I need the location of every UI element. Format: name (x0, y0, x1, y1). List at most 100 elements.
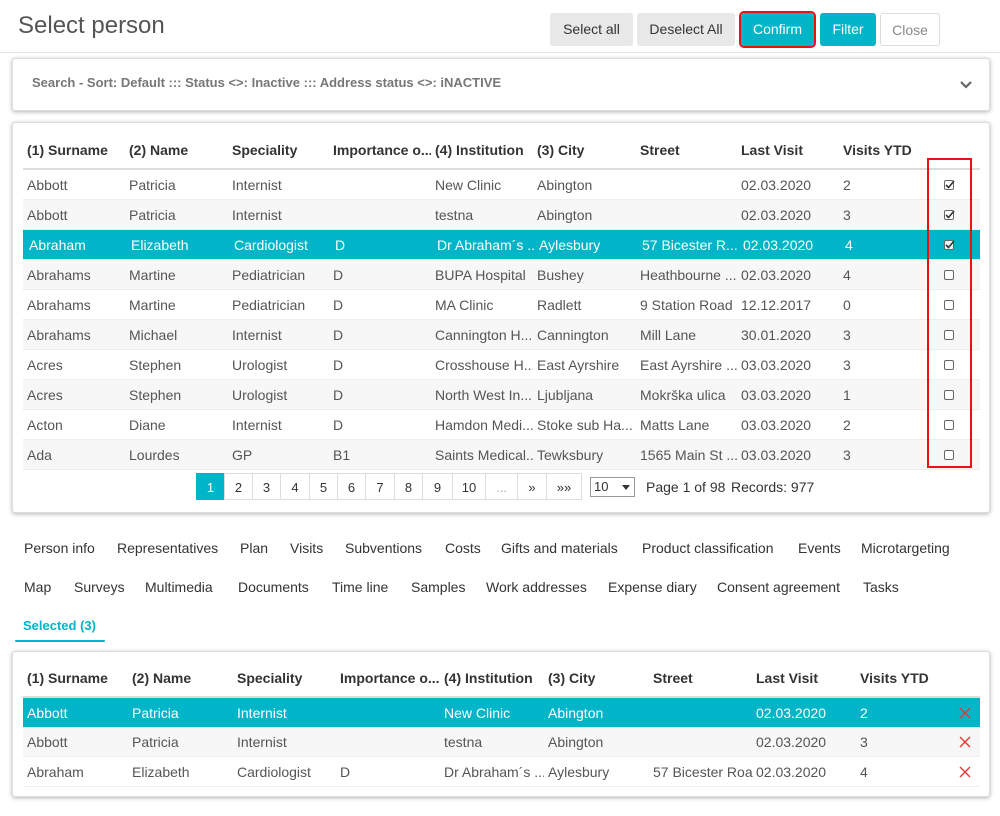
cell: Elizabeth (131, 237, 189, 253)
column-header[interactable]: Visits YTD (860, 670, 929, 686)
column-header[interactable]: (3) City (548, 670, 596, 686)
page-button[interactable]: 5 (309, 473, 338, 500)
cell: Pediatrician (232, 267, 306, 283)
column-header[interactable]: (2) Name (129, 142, 189, 158)
tab[interactable]: Microtargeting (861, 540, 950, 556)
button[interactable]: Deselect All (637, 13, 735, 46)
column-header[interactable]: (4) Institution (444, 670, 533, 686)
tab[interactable]: Time line (332, 579, 389, 595)
checkbox[interactable] (943, 419, 955, 431)
tab[interactable]: Representatives (117, 540, 219, 556)
checkbox[interactable] (943, 209, 955, 221)
column-header[interactable]: Street (653, 670, 693, 686)
cell: Mokrška ulica (640, 387, 726, 403)
page-button[interactable]: 2 (224, 473, 253, 500)
cell: Saints Medical... (435, 447, 533, 463)
checkbox[interactable] (943, 299, 955, 311)
table-row[interactable]: Abraham Elizabeth Cardiologist D Dr Abraham´… (23, 757, 980, 787)
table-row[interactable]: Abbott Patricia Internist New Clinic Abingto… (23, 698, 980, 728)
page-button[interactable]: 7 (365, 473, 395, 500)
table-row[interactable]: Abbott Patricia Internist New Clinic Abingto… (23, 170, 980, 200)
page-button[interactable]: 6 (337, 473, 366, 500)
table-row[interactable]: Abrahams Martine Pediatrician D BUPA Hospita… (23, 260, 980, 290)
tab[interactable]: Visits (290, 540, 324, 556)
table-row[interactable]: Abraham Elizabeth Cardiologist D Dr Abraham´… (23, 230, 980, 260)
dropdown-arrow[interactable] (620, 481, 632, 493)
cell: 57 Bicester Road (653, 763, 753, 780)
page-button[interactable]: 9 (422, 473, 453, 500)
tab[interactable]: Surveys (74, 579, 125, 595)
tab[interactable]: Product classification (642, 540, 774, 556)
column-header[interactable]: Street (640, 142, 680, 158)
column-header[interactable]: Last Visit (756, 670, 818, 686)
tab[interactable]: Map (24, 579, 52, 595)
page-size-select[interactable]: 10 (590, 477, 635, 497)
checkbox[interactable] (943, 179, 955, 191)
page-button[interactable]: 4 (280, 473, 310, 500)
tab[interactable]: Subventions (345, 540, 423, 556)
table-row[interactable]: Acton Diane Internist D Hamdon Medi... Stoke … (23, 410, 980, 440)
table-row[interactable]: Abbott Patricia Internist testna Abington 02.… (23, 200, 980, 230)
tab[interactable]: Samples (411, 579, 466, 595)
page-button[interactable]: 3 (252, 473, 281, 500)
tab[interactable]: Plan (240, 540, 269, 556)
tab-active[interactable]: Selected (3) (23, 618, 96, 633)
column-header[interactable]: (1) Surname (27, 670, 108, 686)
column-header[interactable]: (4) Institution (435, 142, 524, 158)
cell: Internist (232, 327, 282, 343)
tab[interactable]: Work addresses (486, 579, 587, 595)
page-button[interactable]: ... (485, 473, 518, 500)
table-row[interactable]: Acres Stephen Urologist D North West In... Lj… (23, 380, 980, 410)
column-header[interactable]: (2) Name (132, 670, 192, 686)
column-header[interactable]: Importance o... (333, 142, 431, 158)
table-row[interactable]: Abrahams Michael Internist D Cannington H...… (23, 320, 980, 350)
tab[interactable]: Multimedia (145, 579, 213, 595)
checkbox[interactable] (943, 329, 955, 341)
remove[interactable] (959, 736, 971, 748)
cell: Cardiologist (237, 763, 311, 780)
tab[interactable]: Person info (24, 540, 95, 556)
button[interactable]: Select all (550, 13, 633, 46)
column-header[interactable]: (3) City (537, 142, 585, 158)
button[interactable]: Close (880, 13, 940, 46)
table-row[interactable]: Acres Stephen Urologist D Crosshouse H... Eas… (23, 350, 980, 380)
table-row[interactable]: Ada Lourdes GP B1 Saints Medical... Tewksbury… (23, 440, 980, 470)
cell: Ada (27, 447, 52, 463)
remove[interactable] (959, 766, 971, 778)
checkbox[interactable] (943, 449, 955, 461)
column-header[interactable]: Visits YTD (843, 142, 912, 158)
cell: 2 (843, 417, 851, 433)
cell: 4 (845, 237, 853, 253)
page-button[interactable]: »» (546, 473, 582, 500)
column-header[interactable]: Importance o... (340, 670, 440, 686)
button[interactable]: Filter (820, 13, 876, 46)
page-button[interactable]: 1 (196, 473, 225, 500)
search-panel[interactable]: Search - Sort: Default ::: Status <>: In… (12, 58, 990, 111)
chevron[interactable] (959, 80, 973, 90)
tab[interactable]: Consent agreement (717, 579, 840, 595)
tab[interactable]: Gifts and materials (501, 540, 618, 556)
tab[interactable]: Documents (238, 579, 309, 595)
tab[interactable]: Tasks (863, 579, 899, 595)
page-button[interactable]: » (517, 473, 547, 500)
cell: 03.03.2020 (741, 417, 812, 433)
tab[interactable]: Events (798, 540, 841, 556)
tab[interactable]: Costs (445, 540, 481, 556)
column-header[interactable]: Speciality (237, 670, 303, 686)
column-header[interactable]: (1) Surname (27, 142, 108, 158)
cell: Dr Abraham´s ... (437, 237, 535, 253)
checkbox[interactable] (943, 359, 955, 371)
cell: MA Clinic (435, 297, 494, 313)
page-button[interactable]: 10 (452, 473, 486, 500)
checkbox[interactable] (943, 389, 955, 401)
checkbox[interactable] (943, 269, 955, 281)
button[interactable]: Confirm (739, 11, 816, 48)
column-header[interactable]: Last Visit (741, 142, 803, 158)
column-header[interactable]: Speciality (232, 142, 298, 158)
table-row[interactable]: Abbott Patricia Internist testna Abington 02.… (23, 727, 980, 757)
tab[interactable]: Expense diary (608, 579, 697, 595)
checkbox[interactable] (943, 239, 955, 251)
remove[interactable] (959, 707, 971, 719)
page-button[interactable]: 8 (394, 473, 423, 500)
table-row[interactable]: Abrahams Martine Pediatrician D MA Clinic Rad… (23, 290, 980, 320)
